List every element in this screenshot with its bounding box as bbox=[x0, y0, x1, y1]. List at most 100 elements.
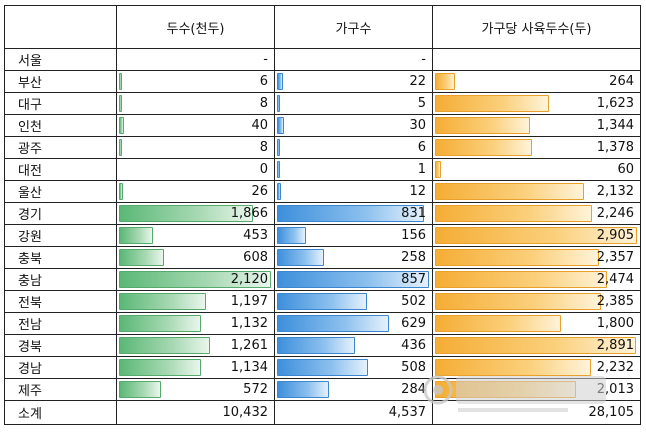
households-bar bbox=[277, 73, 283, 90]
per-household-value: 28,105 bbox=[588, 405, 635, 420]
heads-value: 8 bbox=[259, 96, 268, 111]
per-household-value: 1,623 bbox=[596, 96, 634, 111]
households-cell: 436 bbox=[274, 334, 433, 357]
heads-cell: 453 bbox=[116, 224, 275, 247]
heads-bar bbox=[119, 117, 124, 134]
per-household-cell: 2,474 bbox=[432, 268, 641, 291]
heads-bar bbox=[119, 139, 122, 156]
heads-value: 1,132 bbox=[230, 316, 268, 331]
per-household-cell: 2,013 bbox=[432, 378, 641, 401]
heads-cell: 26 bbox=[116, 180, 275, 203]
heads-bar bbox=[119, 227, 153, 244]
heads-value: 0 bbox=[259, 162, 268, 177]
heads-cell: 8 bbox=[116, 136, 275, 159]
table-row: 제주 572 284 2,013 bbox=[4, 378, 641, 401]
data-table: 두수(천두) 가구수 가구당 사육두수(두) 서울 - - 부산 6 22 264 대구 8 5 1… bbox=[4, 5, 641, 425]
region-name: 소계 bbox=[4, 400, 117, 425]
households-value: 22 bbox=[409, 74, 426, 89]
households-value: 502 bbox=[401, 294, 426, 309]
households-cell: 258 bbox=[274, 246, 433, 269]
table-row: 전남 1,132 629 1,800 bbox=[4, 312, 641, 335]
region-name: 대전 bbox=[4, 158, 117, 181]
per-household-value: 2,013 bbox=[596, 382, 634, 397]
per-household-cell: 2,891 bbox=[432, 334, 641, 357]
heads-cell: 1,134 bbox=[116, 356, 275, 379]
region-name: 대구 bbox=[4, 92, 117, 115]
households-value: 1 bbox=[417, 162, 426, 177]
per-household-cell: 1,344 bbox=[432, 114, 641, 137]
region-name: 충북 bbox=[4, 246, 117, 269]
per-household-bar bbox=[435, 95, 549, 112]
households-cell: 857 bbox=[274, 268, 433, 291]
households-value: 6 bbox=[417, 140, 426, 155]
households-cell: 6 bbox=[274, 136, 433, 159]
heads-cell: 0 bbox=[116, 158, 275, 181]
table-row: 인천 40 30 1,344 bbox=[4, 114, 641, 137]
households-cell: 156 bbox=[274, 224, 433, 247]
region-name: 울산 bbox=[4, 180, 117, 203]
heads-cell: 608 bbox=[116, 246, 275, 269]
per-household-value: 2,246 bbox=[596, 206, 634, 221]
heads-cell: 1,866 bbox=[116, 202, 275, 225]
table-row: 광주 8 6 1,378 bbox=[4, 136, 641, 159]
households-value: 156 bbox=[401, 228, 426, 243]
per-household-value: 264 bbox=[609, 74, 634, 89]
table-row: 강원 453 156 2,905 bbox=[4, 224, 641, 247]
households-cell: 1 bbox=[274, 158, 433, 181]
heads-value: 1,261 bbox=[230, 338, 268, 353]
heads-value: - bbox=[263, 52, 268, 67]
region-name: 충남 bbox=[4, 268, 117, 291]
households-bar bbox=[277, 161, 280, 178]
heads-cell: 1,132 bbox=[116, 312, 275, 335]
per-household-bar bbox=[435, 227, 637, 244]
households-bar bbox=[277, 205, 424, 222]
table-row: 경북 1,261 436 2,891 bbox=[4, 334, 641, 357]
per-household-cell: 264 bbox=[432, 70, 641, 93]
per-household-bar bbox=[435, 161, 441, 178]
per-household-cell: 1,623 bbox=[432, 92, 641, 115]
heads-cell: 2,120 bbox=[116, 268, 275, 291]
per-household-cell: 2,132 bbox=[432, 180, 641, 203]
per-household-value: 2,905 bbox=[596, 228, 634, 243]
heads-cell: 572 bbox=[116, 378, 275, 401]
per-household-value: 2,357 bbox=[596, 250, 634, 265]
per-household-cell bbox=[432, 48, 641, 71]
heads-cell: 6 bbox=[116, 70, 275, 93]
households-cell: 22 bbox=[274, 70, 433, 93]
households-bar bbox=[277, 183, 281, 200]
households-cell: 508 bbox=[274, 356, 433, 379]
per-household-bar bbox=[435, 249, 599, 266]
region-name: 경북 bbox=[4, 334, 117, 357]
per-household-bar bbox=[435, 271, 607, 288]
heads-value: 10,432 bbox=[222, 405, 269, 420]
heads-cell: - bbox=[116, 48, 275, 71]
heads-value: 453 bbox=[243, 228, 268, 243]
households-value: 629 bbox=[401, 316, 426, 331]
households-bar bbox=[277, 315, 389, 332]
households-value: - bbox=[421, 52, 426, 67]
per-household-cell: 2,385 bbox=[432, 290, 641, 313]
per-household-bar bbox=[435, 183, 584, 200]
per-household-value: 2,385 bbox=[596, 294, 634, 309]
per-household-bar bbox=[435, 117, 530, 134]
households-cell: 4,537 bbox=[274, 400, 433, 425]
households-value: 30 bbox=[409, 118, 426, 133]
region-name: 인천 bbox=[4, 114, 117, 137]
per-household-bar bbox=[435, 359, 591, 376]
per-household-value: 1,344 bbox=[596, 118, 634, 133]
per-household-bar bbox=[435, 205, 592, 222]
heads-bar bbox=[119, 271, 271, 288]
heads-bar bbox=[119, 293, 206, 310]
table-row: 경기 1,866 831 2,246 bbox=[4, 202, 641, 225]
table-row: 경남 1,134 508 2,232 bbox=[4, 356, 641, 379]
table-body: 서울 - - 부산 6 22 264 대구 8 5 1,623 인천 40 30 1,344 광주 8 6 1,37… bbox=[4, 48, 641, 425]
heads-bar bbox=[119, 359, 201, 376]
households-value: 284 bbox=[401, 382, 426, 397]
per-household-cell: 1,800 bbox=[432, 312, 641, 335]
header-per-household: 가구당 사육두수(두) bbox=[432, 5, 641, 49]
heads-bar bbox=[119, 73, 122, 90]
heads-cell: 8 bbox=[116, 92, 275, 115]
households-bar bbox=[277, 293, 367, 310]
per-household-bar bbox=[435, 337, 636, 354]
households-cell: 502 bbox=[274, 290, 433, 313]
